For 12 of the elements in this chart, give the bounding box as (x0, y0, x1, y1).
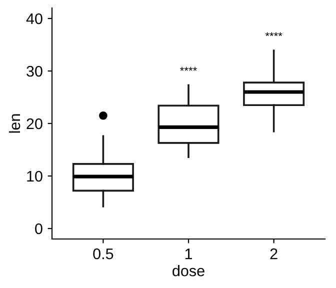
x-tick-label: 1 (185, 248, 192, 260)
y-axis-title: len (8, 114, 20, 133)
x-tick-label: 0.5 (93, 248, 114, 260)
x-tick-label: 2 (270, 248, 278, 260)
annotation: **** (265, 32, 282, 36)
y-tick-label: 0 (35, 223, 42, 234)
y-tick-label: 40 (26, 13, 42, 24)
y-tick-label: 30 (26, 66, 42, 77)
y-tick-label: 10 (27, 170, 42, 182)
x-axis-title: dose (172, 265, 204, 276)
annotation: **** (180, 66, 197, 71)
y-tick-label: 20 (26, 118, 42, 130)
